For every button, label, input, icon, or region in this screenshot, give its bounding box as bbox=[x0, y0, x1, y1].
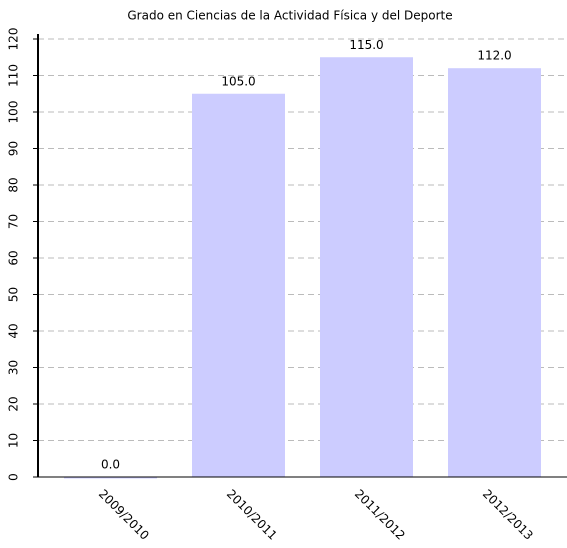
y-tick-label: 120 bbox=[7, 28, 21, 51]
y-tick-label: 70 bbox=[7, 214, 21, 229]
y-tick-label: 60 bbox=[7, 250, 21, 265]
y-tick-label: 100 bbox=[7, 101, 21, 124]
bar bbox=[64, 477, 157, 479]
y-tick-label: 20 bbox=[7, 396, 21, 411]
y-tick-label: 40 bbox=[7, 323, 21, 338]
bar bbox=[448, 68, 541, 477]
x-tick-label: 2009/2010 bbox=[96, 487, 152, 543]
value-label: 105.0 bbox=[221, 74, 255, 88]
bar bbox=[320, 57, 413, 477]
chart-title: Grado en Ciencias de la Actividad Física… bbox=[127, 9, 452, 23]
x-tick-label: 2010/2011 bbox=[224, 487, 280, 543]
y-tick-label: 80 bbox=[7, 177, 21, 192]
x-tick-label: 2012/2013 bbox=[480, 487, 536, 543]
y-tick-label: 110 bbox=[7, 64, 21, 87]
y-tick-label: 90 bbox=[7, 141, 21, 156]
y-tick-label: 30 bbox=[7, 360, 21, 375]
value-label: 0.0 bbox=[101, 458, 120, 472]
value-label: 112.0 bbox=[477, 49, 511, 63]
value-label: 115.0 bbox=[349, 38, 383, 52]
x-tick-label: 2011/2012 bbox=[352, 487, 408, 543]
y-tick-label: 0 bbox=[7, 473, 21, 481]
y-tick-label: 10 bbox=[7, 433, 21, 448]
y-tick-label: 50 bbox=[7, 287, 21, 302]
bar bbox=[192, 93, 285, 477]
